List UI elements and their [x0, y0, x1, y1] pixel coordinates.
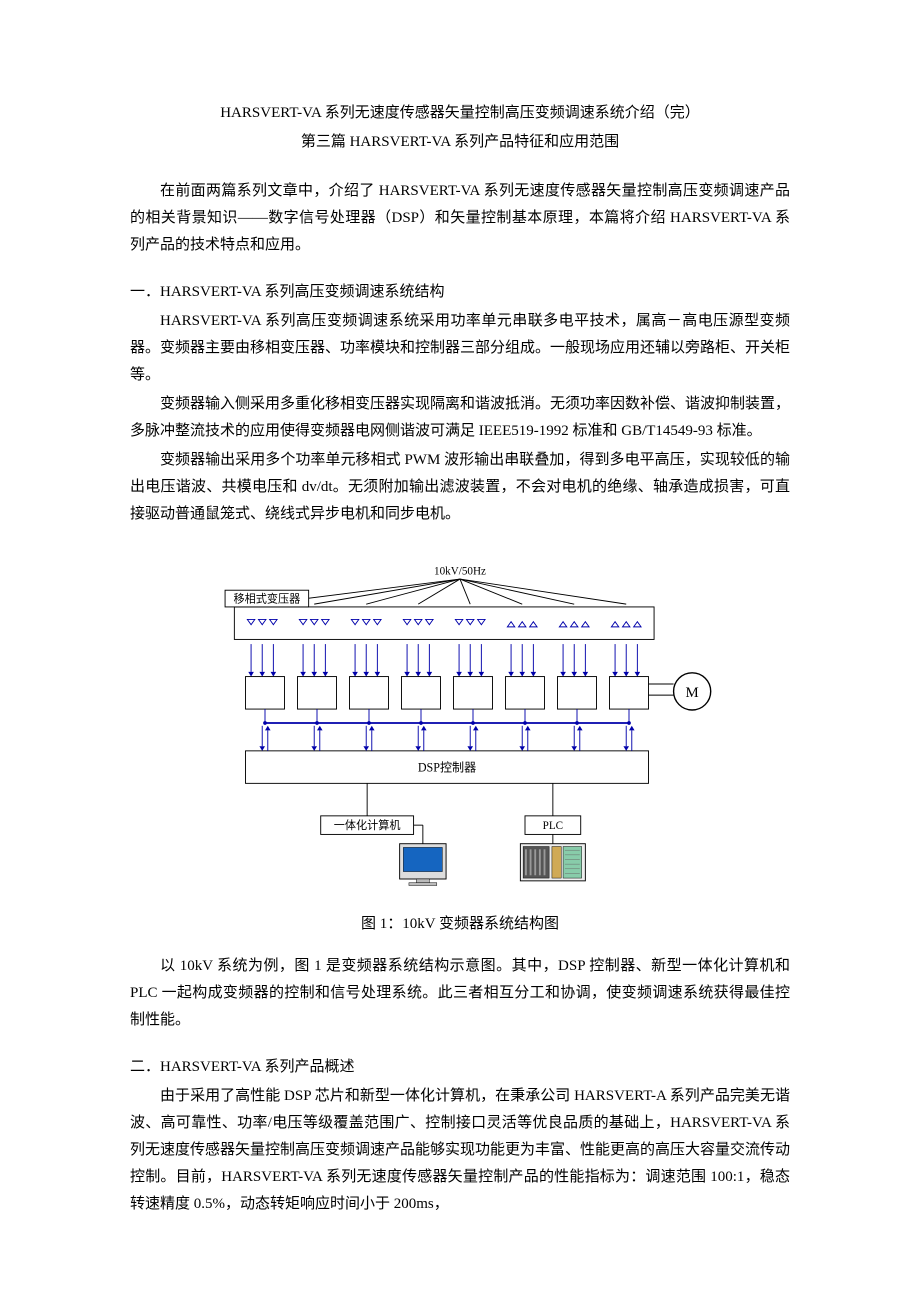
svg-text:10kV/50Hz: 10kV/50Hz	[434, 565, 486, 577]
doc-title-line-1: HARSVERT-VA 系列无速度传感器矢量控制高压变频调速系统介绍（完）	[130, 100, 790, 127]
svg-text:M: M	[686, 685, 699, 701]
section-2-heading: 二．HARSVERT-VA 系列产品概述	[130, 1054, 790, 1081]
svg-text:一体化计算机: 一体化计算机	[334, 818, 401, 832]
svg-text:移相式变压器: 移相式变压器	[233, 591, 300, 605]
document-page: HARSVERT-VA 系列无速度传感器矢量控制高压变频调速系统介绍（完） 第三…	[130, 100, 790, 1218]
intro-paragraph: 在前面两篇系列文章中，介绍了 HARSVERT-VA 系列无速度传感器矢量控制高…	[130, 178, 790, 259]
section-1-heading: 一．HARSVERT-VA 系列高压变频调速系统结构	[130, 279, 790, 306]
section-1-para-3: 变频器输出采用多个功率单元移相式 PWM 波形输出串联叠加，得到多电平高压，实现…	[130, 447, 790, 528]
section-2-para-1: 由于采用了高性能 DSP 芯片和新型一体化计算机，在秉承公司 HARSVERT-…	[130, 1083, 790, 1218]
svg-text:DSP控制器: DSP控制器	[418, 761, 476, 775]
svg-text:PLC: PLC	[543, 820, 563, 832]
section-1-para-2: 变频器输入侧采用多重化移相变压器实现隔离和谐波抵消。无须功率因数补偿、谐波抑制装…	[130, 391, 790, 445]
figure-1-caption: 图 1：10kV 变频器系统结构图	[361, 911, 559, 938]
section-1-para-after-figure: 以 10kV 系统为例，图 1 是变频器系统结构示意图。其中，DSP 控制器、新…	[130, 953, 790, 1034]
doc-title-line-2: 第三篇 HARSVERT-VA 系列产品特征和应用范围	[130, 129, 790, 156]
section-1-para-1: HARSVERT-VA 系列高压变频调速系统采用功率单元串联多电平技术，属高－高…	[130, 308, 790, 389]
figure-1-diagram: 10kV/50Hz 移相式变压器 M DSP控制器一体化计算机 PLC	[200, 543, 720, 903]
figure-1-container: 10kV/50Hz 移相式变压器 M DSP控制器一体化计算机 PLC 图 1：10kV…	[130, 543, 790, 938]
